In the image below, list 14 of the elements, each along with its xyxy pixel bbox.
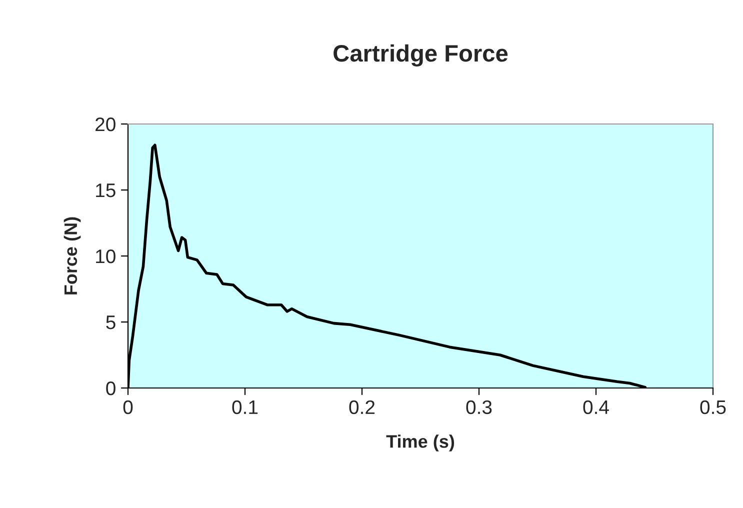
y-tick-label: 5 — [106, 316, 116, 330]
y-tick-label: 15 — [96, 184, 116, 198]
x-tick-label: 0.2 — [349, 400, 375, 414]
x-tick-label: 0.3 — [466, 400, 492, 414]
x-tick-label: 0.4 — [583, 400, 609, 414]
y-tick-label: 0 — [106, 381, 116, 396]
y-tick-label: 10 — [96, 249, 116, 264]
y-tick-label: 20 — [96, 117, 116, 132]
x-tick-label: 0 — [123, 400, 133, 414]
x-tick-label: 0.5 — [700, 400, 726, 414]
chart-title: Cartridge Force — [334, 44, 508, 67]
x-axis-title: Time (s) — [386, 434, 454, 452]
x-tick-label: 0.1 — [232, 400, 258, 414]
y-axis-title: Force (N) — [64, 217, 81, 294]
